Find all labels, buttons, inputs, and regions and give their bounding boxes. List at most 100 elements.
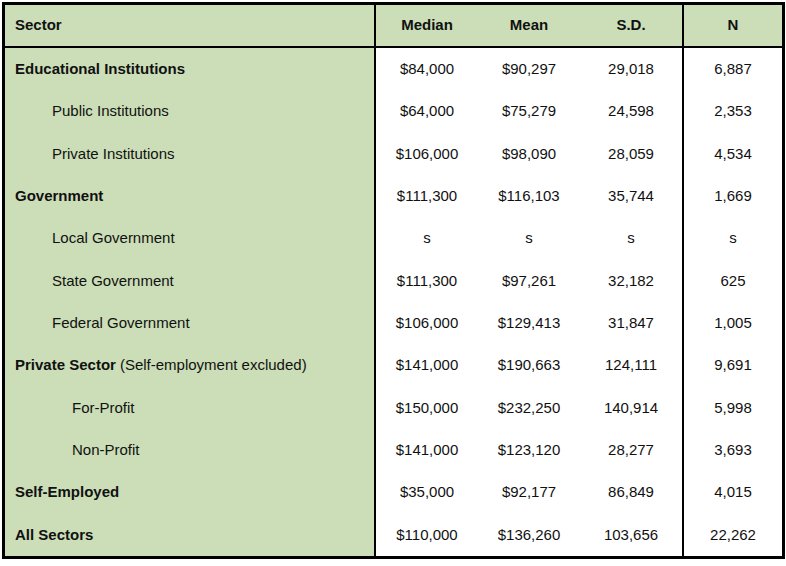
stats-cell-group: $64,000$75,27924,598 xyxy=(376,90,684,132)
sector-label: For-Profit xyxy=(72,400,135,417)
n-value: 1,005 xyxy=(684,302,782,344)
sd-value: 140,914 xyxy=(580,387,682,429)
sector-cell: All Sectors xyxy=(5,514,376,556)
stats-cell-group: $84,000$90,29729,018 xyxy=(376,48,684,90)
column-header-n: N xyxy=(684,5,782,46)
stats-cell-group: $111,300$97,26132,182 xyxy=(376,260,684,302)
sector-cell: Public Institutions xyxy=(5,90,376,132)
table-row: Self-Employed $35,000$92,17786,8494,015 xyxy=(5,471,782,513)
median-value: $111,300 xyxy=(376,260,478,302)
sd-value: 29,018 xyxy=(580,48,682,90)
stats-column-group: Median Mean S.D. xyxy=(376,5,684,46)
mean-value: $97,261 xyxy=(478,260,580,302)
sector-cell: Non-Profit xyxy=(5,429,376,471)
table-row: Private Sector(Self-employment excluded)… xyxy=(5,344,782,386)
sector-cell: Local Government xyxy=(5,217,376,259)
mean-value: $90,297 xyxy=(478,48,580,90)
median-value: s xyxy=(376,217,478,259)
sd-value: 124,111 xyxy=(580,344,682,386)
sector-label: Federal Government xyxy=(52,315,190,332)
sector-label: All Sectors xyxy=(15,527,93,544)
median-value: $35,000 xyxy=(376,471,478,513)
stats-cell-group: $141,000$190,663124,111 xyxy=(376,344,684,386)
stats-cell-group: $106,000$98,09028,059 xyxy=(376,133,684,175)
table-row: Educational Institutions $84,000$90,29729… xyxy=(5,48,782,90)
sector-cell: Self-Employed xyxy=(5,471,376,513)
stats-cell-group: $35,000$92,17786,849 xyxy=(376,471,684,513)
mean-value: $190,663 xyxy=(478,344,580,386)
mean-value: $92,177 xyxy=(478,471,580,513)
sector-cell: Private Sector(Self-employment excluded) xyxy=(5,344,376,386)
sector-cell: State Government xyxy=(5,260,376,302)
table-row: Private Institutions $106,000$98,09028,05… xyxy=(5,133,782,175)
table-row: All Sectors $110,000$136,260103,65622,262 xyxy=(5,514,782,556)
sector-label: Private Institutions xyxy=(52,146,175,163)
mean-value: $232,250 xyxy=(478,387,580,429)
median-value: $150,000 xyxy=(376,387,478,429)
sd-value: s xyxy=(580,217,682,259)
stats-cell-group: $110,000$136,260103,656 xyxy=(376,514,684,556)
sd-value: 35,744 xyxy=(580,175,682,217)
column-header-sector: Sector xyxy=(5,5,376,46)
table-row: For-Profit $150,000$232,250140,9145,998 xyxy=(5,387,782,429)
mean-value: $123,120 xyxy=(478,429,580,471)
sector-label: Self-Employed xyxy=(15,484,119,501)
sd-value: 32,182 xyxy=(580,260,682,302)
median-value: $106,000 xyxy=(376,133,478,175)
sector-cell: Federal Government xyxy=(5,302,376,344)
mean-value: $116,103 xyxy=(478,175,580,217)
n-value: 6,887 xyxy=(684,48,782,90)
median-value: $110,000 xyxy=(376,514,478,556)
n-value: 1,669 xyxy=(684,175,782,217)
sector-label: State Government xyxy=(52,273,174,290)
n-value: 5,998 xyxy=(684,387,782,429)
sector-label: Public Institutions xyxy=(52,103,169,120)
n-value: 625 xyxy=(684,260,782,302)
sd-value: 31,847 xyxy=(580,302,682,344)
table-row: Federal Government $106,000$129,41331,847… xyxy=(5,302,782,344)
median-value: $84,000 xyxy=(376,48,478,90)
sector-label: Government xyxy=(15,188,103,205)
mean-value: $136,260 xyxy=(478,514,580,556)
mean-value: $98,090 xyxy=(478,133,580,175)
column-header-median: Median xyxy=(376,5,478,46)
median-value: $64,000 xyxy=(376,90,478,132)
n-value: 9,691 xyxy=(684,344,782,386)
stats-cell-group: $111,300$116,10335,744 xyxy=(376,175,684,217)
table-row: State Government $111,300$97,26132,182625 xyxy=(5,260,782,302)
sector-cell: For-Profit xyxy=(5,387,376,429)
table-header-row: Sector Median Mean S.D. N xyxy=(5,5,782,48)
table-row: Public Institutions $64,000$75,27924,5982… xyxy=(5,90,782,132)
column-header-mean: Mean xyxy=(478,5,580,46)
sector-cell: Educational Institutions xyxy=(5,48,376,90)
mean-value: s xyxy=(478,217,580,259)
n-value: 2,353 xyxy=(684,90,782,132)
sd-value: 28,277 xyxy=(580,429,682,471)
stats-cell-group: sss xyxy=(376,217,684,259)
sd-value: 28,059 xyxy=(580,133,682,175)
sector-label: Local Government xyxy=(52,230,175,247)
median-value: $141,000 xyxy=(376,344,478,386)
sector-cell: Private Institutions xyxy=(5,133,376,175)
median-value: $111,300 xyxy=(376,175,478,217)
sd-value: 103,656 xyxy=(580,514,682,556)
sector-label: Educational Institutions xyxy=(15,61,185,78)
table-row: Government $111,300$116,10335,7441,669 xyxy=(5,175,782,217)
n-value: 3,693 xyxy=(684,429,782,471)
column-header-sd: S.D. xyxy=(580,5,682,46)
n-value: 4,534 xyxy=(684,133,782,175)
n-value: 22,262 xyxy=(684,514,782,556)
sector-cell: Government xyxy=(5,175,376,217)
stats-cell-group: $141,000$123,12028,277 xyxy=(376,429,684,471)
mean-value: $129,413 xyxy=(478,302,580,344)
n-value: s xyxy=(684,217,782,259)
table-row: Non-Profit $141,000$123,12028,2773,693 xyxy=(5,429,782,471)
median-value: $141,000 xyxy=(376,429,478,471)
table-row: Local Governmentssss xyxy=(5,217,782,259)
sd-value: 86,849 xyxy=(580,471,682,513)
sector-salary-table: Sector Median Mean S.D. N Educational In… xyxy=(2,2,785,559)
sector-label: Non-Profit xyxy=(72,442,140,459)
median-value: $106,000 xyxy=(376,302,478,344)
n-value: 4,015 xyxy=(684,471,782,513)
sector-label-note: (Self-employment excluded) xyxy=(120,357,307,374)
